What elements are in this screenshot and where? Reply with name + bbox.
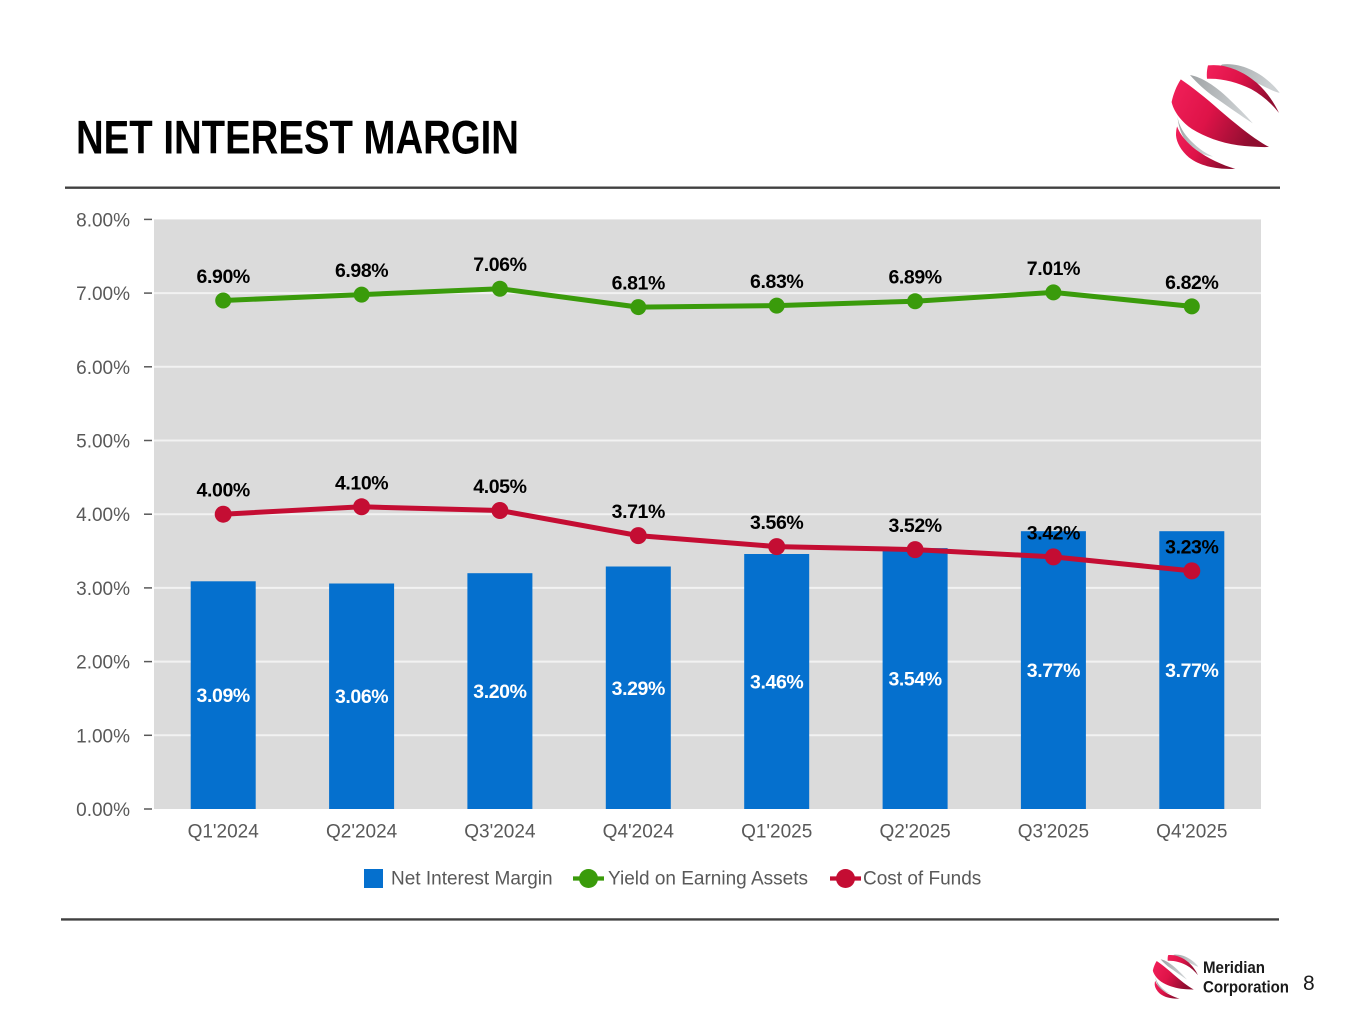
svg-text:NET INTEREST MARGIN: NET INTEREST MARGIN	[76, 111, 519, 164]
svg-text:Meridian: Meridian	[1203, 958, 1265, 977]
svg-text:Q3'2024: Q3'2024	[464, 822, 536, 843]
svg-text:3.06%: 3.06%	[335, 686, 388, 708]
svg-text:3.71%: 3.71%	[612, 501, 665, 523]
svg-text:3.20%: 3.20%	[473, 681, 526, 703]
svg-text:Net Interest Margin: Net Interest Margin	[391, 869, 553, 890]
svg-text:6.90%: 6.90%	[197, 266, 250, 288]
svg-text:3.46%: 3.46%	[750, 672, 803, 694]
svg-text:7.06%: 7.06%	[473, 254, 526, 276]
svg-text:Q4'2024: Q4'2024	[603, 822, 675, 843]
svg-text:3.77%: 3.77%	[1027, 660, 1080, 682]
svg-text:Corporation: Corporation	[1203, 978, 1289, 997]
svg-text:Yield on Earning Assets: Yield on Earning Assets	[608, 869, 808, 890]
svg-text:3.54%: 3.54%	[888, 669, 941, 691]
svg-text:4.00%: 4.00%	[76, 505, 130, 526]
svg-text:7.00%: 7.00%	[76, 284, 130, 305]
svg-text:8: 8	[1303, 972, 1315, 995]
svg-text:6.00%: 6.00%	[76, 358, 130, 379]
svg-text:0.00%: 0.00%	[76, 800, 130, 821]
svg-text:6.81%: 6.81%	[612, 273, 665, 295]
svg-text:6.98%: 6.98%	[335, 260, 388, 282]
svg-text:Q1'2025: Q1'2025	[741, 822, 812, 843]
svg-text:1.00%: 1.00%	[76, 726, 130, 747]
svg-text:7.01%: 7.01%	[1027, 258, 1080, 280]
svg-text:Cost of Funds: Cost of Funds	[863, 869, 981, 890]
svg-text:Q2'2024: Q2'2024	[326, 822, 398, 843]
svg-text:Q3'2025: Q3'2025	[1018, 822, 1089, 843]
svg-text:4.00%: 4.00%	[197, 480, 250, 502]
svg-text:3.77%: 3.77%	[1165, 660, 1218, 682]
svg-text:2.00%: 2.00%	[76, 653, 130, 674]
svg-text:3.56%: 3.56%	[750, 512, 803, 534]
svg-text:6.82%: 6.82%	[1165, 272, 1218, 294]
svg-text:4.10%: 4.10%	[335, 472, 388, 494]
svg-text:3.00%: 3.00%	[76, 579, 130, 600]
svg-text:3.23%: 3.23%	[1165, 536, 1218, 558]
svg-text:4.05%: 4.05%	[473, 476, 526, 498]
svg-text:6.83%: 6.83%	[750, 271, 803, 293]
svg-text:3.42%: 3.42%	[1027, 522, 1080, 544]
svg-text:8.00%: 8.00%	[76, 210, 130, 231]
svg-text:3.52%: 3.52%	[888, 515, 941, 537]
svg-text:3.09%: 3.09%	[197, 685, 250, 707]
svg-text:6.89%: 6.89%	[888, 267, 941, 289]
svg-text:Q1'2024: Q1'2024	[188, 822, 260, 843]
svg-text:Q4'2025: Q4'2025	[1156, 822, 1227, 843]
svg-text:Q2'2025: Q2'2025	[879, 822, 950, 843]
svg-text:3.29%: 3.29%	[612, 678, 665, 700]
svg-text:5.00%: 5.00%	[76, 432, 130, 453]
